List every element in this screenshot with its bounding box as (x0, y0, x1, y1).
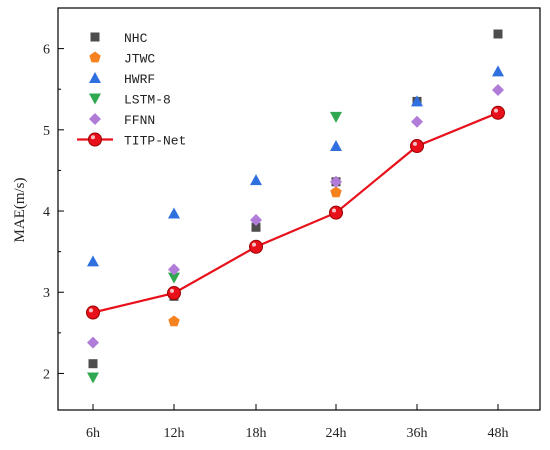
point-titp-net-highlight (494, 108, 498, 113)
legend-label: LSTM-8 (124, 93, 171, 108)
ticks: 2 3 4 5 6 6h 12h 18h 24h 36h 48h (43, 7, 509, 441)
point-titp-net (491, 105, 505, 120)
plot-frame (57, 7, 541, 411)
y-tick-label: 6 (43, 43, 50, 58)
x-tick-label: 6h (86, 426, 100, 441)
legend-marker (89, 93, 101, 105)
point-hwrf (492, 65, 504, 77)
point-titp-net-highlight (170, 288, 174, 293)
point-ffnn (168, 263, 180, 276)
point-hwrf (411, 95, 423, 107)
point-titp-net-highlight (252, 242, 256, 247)
point-titp-net (249, 239, 263, 254)
point-jtwc (168, 315, 180, 327)
point-lstm-8 (168, 272, 180, 284)
legend-label: HWRF (124, 72, 155, 87)
point-titp-net-body (410, 139, 424, 154)
legend-marker (90, 32, 100, 42)
plot-area (86, 29, 505, 384)
x-tick-label: 24h (326, 426, 347, 441)
y-tick-label: 2 (43, 367, 50, 382)
x-tick-label: 18h (246, 426, 267, 441)
x-tick-label: 12h (164, 426, 185, 441)
point-nhc (493, 29, 503, 39)
legend-label: TITP-Net (124, 134, 186, 149)
point-ffnn (411, 115, 423, 128)
axes (57, 7, 541, 411)
point-jtwc (330, 186, 342, 198)
point-titp-net (410, 139, 424, 154)
point-titp-net (167, 286, 181, 301)
point-titp-net (329, 205, 343, 220)
x-tick-label: 48h (488, 426, 509, 441)
legend-label: JTWC (124, 52, 155, 67)
legend-marker-body (88, 132, 102, 147)
point-ffnn (492, 84, 504, 97)
legend-marker (88, 132, 102, 147)
point-titp-net-highlight (413, 141, 417, 146)
point-hwrf (250, 174, 262, 186)
point-titp-net-body (167, 286, 181, 301)
legend-marker-highlight (91, 135, 95, 140)
legend-label: FFNN (124, 113, 155, 128)
legend-marker (89, 113, 101, 125)
legend: NHC JTWC HWRF LSTM-8 FFNN TITP-Net (77, 31, 186, 149)
legend-marker (89, 72, 101, 83)
x-tick-label: 36h (407, 426, 428, 441)
legend-label: NHC (124, 31, 148, 46)
point-hwrf (87, 255, 99, 267)
point-nhc (251, 222, 261, 232)
point-ffnn (330, 175, 342, 188)
point-nhc (88, 359, 98, 369)
point-hwrf (330, 140, 342, 152)
point-titp-net-body (491, 105, 505, 120)
point-titp-net-highlight (332, 208, 336, 213)
y-axis-title: MAE(m/s) (12, 178, 28, 243)
y-tick-label: 4 (43, 205, 50, 220)
point-lstm-8 (87, 372, 99, 384)
legend-marker (89, 51, 101, 63)
point-titp-net-body (86, 305, 100, 320)
point-titp-net-highlight (89, 308, 93, 313)
point-ffnn (87, 336, 99, 349)
point-lstm-8 (330, 111, 342, 123)
point-hwrf (168, 207, 180, 219)
series-line-titp-net (92, 111, 499, 314)
point-ffnn (250, 213, 262, 226)
y-tick-label: 5 (43, 124, 50, 139)
y-tick-label: 3 (43, 286, 50, 301)
point-titp-net (86, 305, 100, 320)
point-titp-net-body (249, 239, 263, 254)
point-titp-net-body (329, 205, 343, 220)
